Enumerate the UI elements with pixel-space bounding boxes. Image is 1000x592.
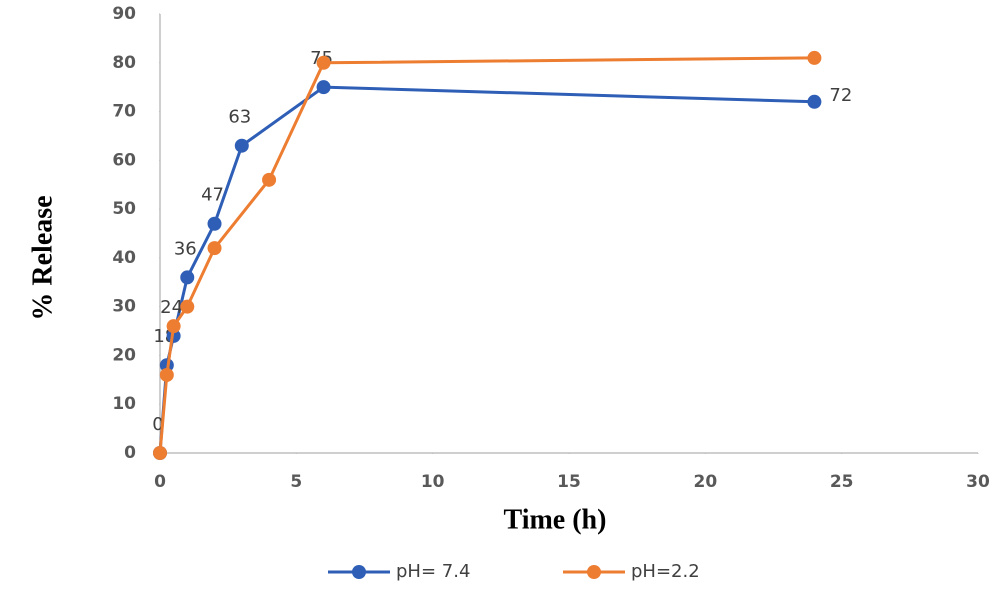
data-label: 47: [201, 185, 224, 206]
data-label: 24: [160, 297, 183, 318]
x-tick-label: 25: [830, 472, 854, 492]
y-tick-label: 40: [112, 248, 136, 268]
data-point: [153, 446, 167, 460]
x-tick-label: 30: [966, 472, 990, 492]
x-tick-label: 0: [154, 472, 166, 492]
data-label: 0: [152, 414, 163, 435]
x-tick-label: 20: [693, 472, 717, 492]
data-point: [159, 367, 174, 382]
data-point: [807, 50, 822, 65]
y-tick-label: 70: [112, 102, 136, 122]
x-axis-title: Time (h): [504, 504, 607, 535]
data-label: 72: [829, 85, 852, 106]
legend-label: pH= 7.4: [396, 561, 470, 582]
data-point: [262, 172, 277, 187]
y-tick-label: 60: [112, 150, 136, 170]
data-point: [180, 299, 195, 314]
legend-marker: [352, 565, 366, 579]
data-point: [316, 80, 331, 95]
x-tick-label: 5: [290, 472, 302, 492]
data-point: [234, 138, 249, 153]
y-tick-label: 20: [112, 345, 136, 365]
legend-label: pH=2.2: [631, 561, 700, 582]
data-point: [166, 319, 181, 334]
y-tick-label: 0: [124, 443, 136, 463]
x-tick-label: 10: [421, 472, 445, 492]
legend-marker: [587, 565, 601, 579]
y-tick-label: 30: [112, 297, 136, 317]
x-tick-label: 15: [557, 472, 581, 492]
data-point: [807, 94, 822, 109]
series-line: [158, 56, 815, 454]
data-point: [207, 216, 222, 231]
y-tick-label: 50: [112, 199, 136, 219]
data-point: [207, 241, 222, 256]
data-label: 63: [228, 107, 251, 128]
series-line: [158, 85, 815, 454]
y-tick-label: 90: [112, 4, 136, 24]
y-axis-title: % Release: [27, 195, 58, 320]
data-label: 36: [174, 238, 197, 259]
data-point: [180, 270, 195, 285]
y-tick-label: 10: [112, 394, 136, 414]
data-point: [316, 55, 331, 70]
y-tick-label: 80: [112, 53, 136, 73]
